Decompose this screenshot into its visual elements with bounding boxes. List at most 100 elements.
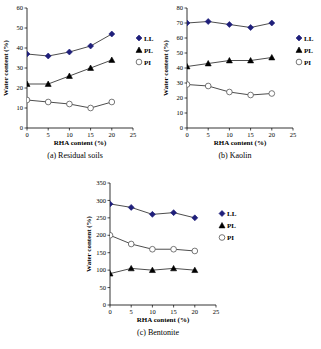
y-tick-label: 40: [177, 64, 184, 71]
x-tick-label: 15: [247, 131, 254, 138]
y-axis-label: Water content (%): [2, 39, 10, 96]
x-axis: [27, 128, 133, 129]
marker-triangle: [248, 58, 254, 63]
y-tick: [185, 8, 188, 9]
y-tick-label: 300: [96, 197, 106, 204]
marker-circle: [248, 92, 254, 98]
x-tick-label: 5: [207, 131, 210, 138]
y-tick-label: 50: [17, 24, 24, 31]
x-tick-label: 0: [25, 131, 28, 138]
marker-triangle: [219, 223, 225, 228]
y-tick: [25, 28, 28, 29]
y-tick: [25, 88, 28, 89]
series-line: [27, 100, 112, 108]
y-tick: [25, 48, 28, 49]
y-tick: [108, 287, 111, 288]
x-tick-label: 10: [226, 131, 233, 138]
y-tick-label: 350: [96, 179, 106, 186]
x-tick-label: 10: [149, 308, 156, 315]
x-tick-label: 20: [109, 131, 116, 138]
marker-diamond: [45, 53, 51, 59]
marker-diamond: [136, 35, 142, 41]
legend-label: LL: [227, 210, 237, 218]
y-tick-label: 10: [177, 109, 184, 116]
marker-diamond: [149, 211, 155, 217]
y-tick-label: 0: [103, 301, 106, 308]
x-tick-label: 20: [192, 308, 199, 315]
x-tick-label: 15: [87, 131, 94, 138]
y-tick-label: 80: [177, 4, 184, 11]
marker-triangle: [109, 57, 115, 62]
marker-diamond: [88, 43, 94, 49]
marker-triangle: [187, 64, 190, 69]
legend-label: PI: [227, 234, 234, 242]
y-tick: [185, 68, 188, 69]
y-tick-label: 70: [177, 19, 184, 26]
y-tick-label: 30: [17, 64, 24, 71]
marker-triangle: [110, 271, 113, 276]
y-tick-label: 20: [177, 94, 184, 101]
y-tick-label: 150: [96, 249, 106, 256]
marker-diamond: [66, 49, 72, 55]
marker-diamond: [269, 20, 275, 26]
y-tick-label: 40: [17, 44, 24, 51]
legend-label: PL: [227, 222, 236, 230]
series-line: [187, 85, 272, 96]
x-tick-label: 0: [108, 308, 111, 315]
legend-label: LL: [304, 35, 314, 43]
marker-diamond: [110, 201, 113, 207]
y-tick: [25, 8, 28, 9]
caption: (c) Bentonite: [137, 328, 179, 337]
y-tick: [108, 217, 111, 218]
marker-diamond: [296, 35, 302, 41]
marker-diamond: [171, 210, 177, 216]
x-axis-label: RHA content (%): [54, 139, 107, 147]
marker-diamond: [219, 211, 225, 217]
legend: LL PL PI: [296, 35, 314, 67]
marker-circle: [192, 248, 198, 254]
x-tick-label: 25: [213, 308, 220, 315]
y-tick-label: 20: [17, 84, 24, 91]
legend-label: PL: [304, 47, 313, 55]
y-tick: [185, 53, 188, 54]
marker-triangle: [171, 265, 177, 270]
marker-diamond: [27, 51, 30, 57]
y-tick: [108, 270, 111, 271]
marker-triangle: [66, 73, 72, 78]
y-tick-label: 0: [180, 124, 183, 131]
y-tick: [185, 83, 188, 84]
marker-triangle: [136, 47, 142, 52]
y-tick: [25, 108, 28, 109]
y-tick: [108, 305, 111, 306]
legend: LL PL PI: [219, 210, 237, 242]
marker-circle: [227, 89, 233, 95]
marker-circle: [67, 101, 73, 107]
x-axis-label: RHA content (%): [137, 316, 190, 324]
marker-circle: [269, 91, 275, 97]
series-line: [27, 60, 112, 84]
marker-triangle: [88, 65, 94, 70]
legend-label: PI: [304, 59, 311, 67]
y-tick-label: 0: [20, 124, 23, 131]
figure: 01020304050600510152025RHA content (%)Wa…: [0, 0, 321, 349]
marker-circle: [27, 97, 30, 103]
y-tick: [185, 113, 188, 114]
legend-label: PL: [144, 47, 153, 55]
marker-circle: [205, 83, 211, 89]
x-tick-label: 5: [47, 131, 50, 138]
chart: 01020304050600510152025RHA content (%)Wa…: [2, 4, 154, 160]
marker-diamond: [248, 25, 254, 31]
marker-diamond: [128, 204, 134, 210]
x-tick-label: 5: [130, 308, 133, 315]
x-axis: [110, 305, 216, 306]
y-tick-label: 60: [17, 4, 24, 11]
plot-area: [187, 19, 275, 98]
legend: LLPLPI: [136, 35, 154, 67]
marker-circle: [171, 246, 177, 252]
y-tick: [185, 38, 188, 39]
series-line: [187, 58, 272, 67]
y-axis-label: Water content (%): [85, 215, 93, 272]
marker-circle: [150, 246, 156, 252]
marker-circle: [110, 232, 113, 238]
series-line: [110, 204, 195, 218]
